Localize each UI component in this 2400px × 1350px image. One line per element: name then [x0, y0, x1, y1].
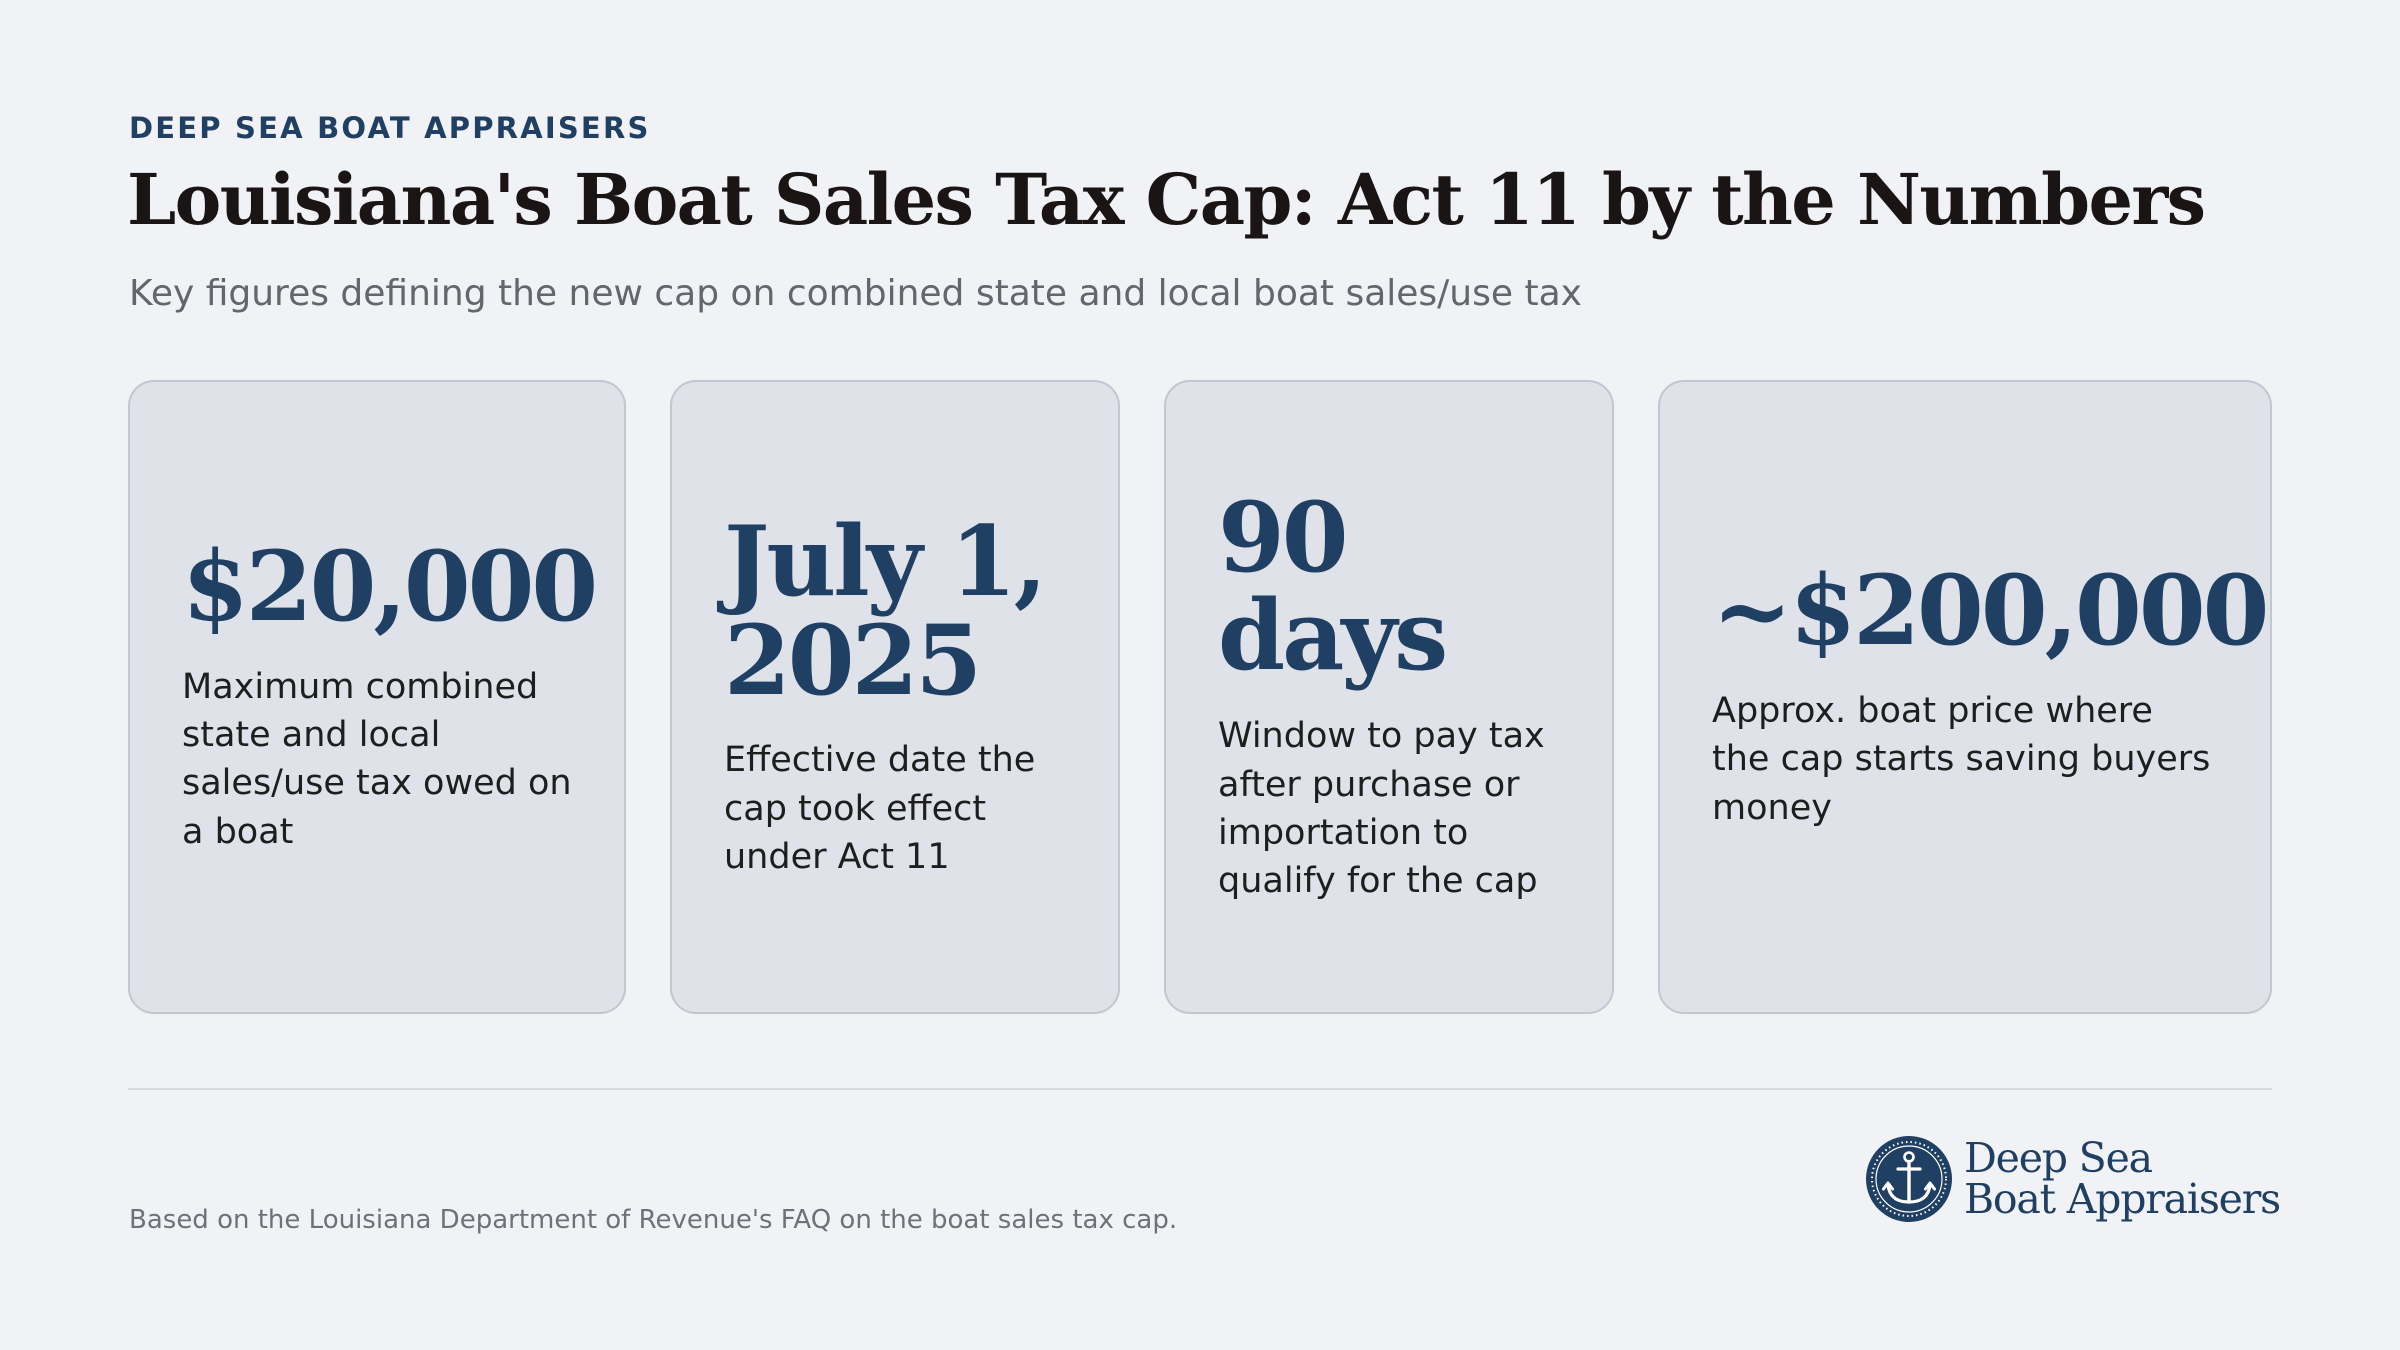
stat-label: Effective date the cap took effect under…	[724, 740, 1036, 878]
anchor-icon	[1866, 1136, 1952, 1222]
stat-card-effective-date: July 1, 2025 Effective date the cap took…	[670, 380, 1120, 1014]
brand-logo: Deep Sea Boat Appraisers	[1864, 1134, 2281, 1224]
stat-value: 90 days	[1218, 480, 1448, 693]
brand-name-line-1: Deep Sea	[1964, 1134, 2153, 1182]
source-note: Based on the Louisiana Department of Rev…	[129, 1205, 1178, 1235]
brand-name-line-2: Boat Appraisers	[1964, 1175, 2281, 1223]
page-title: Louisiana's Boat Sales Tax Cap: Act 11 b…	[127, 158, 2206, 241]
stat-value: July 1, 2025	[724, 504, 1047, 717]
stat-card-tax-cap: $20,000 Maximum combined state and local…	[128, 380, 626, 1014]
stat-label: Approx. boat price where the cap starts …	[1712, 690, 2211, 828]
stat-label: Window to pay tax after purchase or impo…	[1218, 716, 1545, 902]
page-subtitle: Key figures defining the new cap on comb…	[129, 273, 1582, 314]
stat-card-payment-window: 90 days Window to pay tax after purchase…	[1164, 380, 1614, 1014]
stat-label: Maximum combined state and local sales/u…	[182, 666, 572, 852]
brand-name: Deep Sea Boat Appraisers	[1964, 1134, 2281, 1223]
stat-card-break-even-price: ~$200,000 Approx. boat price where the c…	[1658, 380, 2272, 1014]
stat-value: $20,000	[182, 529, 598, 643]
footer-divider	[128, 1088, 2272, 1090]
stat-value: ~$200,000	[1712, 554, 2269, 668]
eyebrow-label: DEEP SEA BOAT APPRAISERS	[129, 111, 651, 145]
